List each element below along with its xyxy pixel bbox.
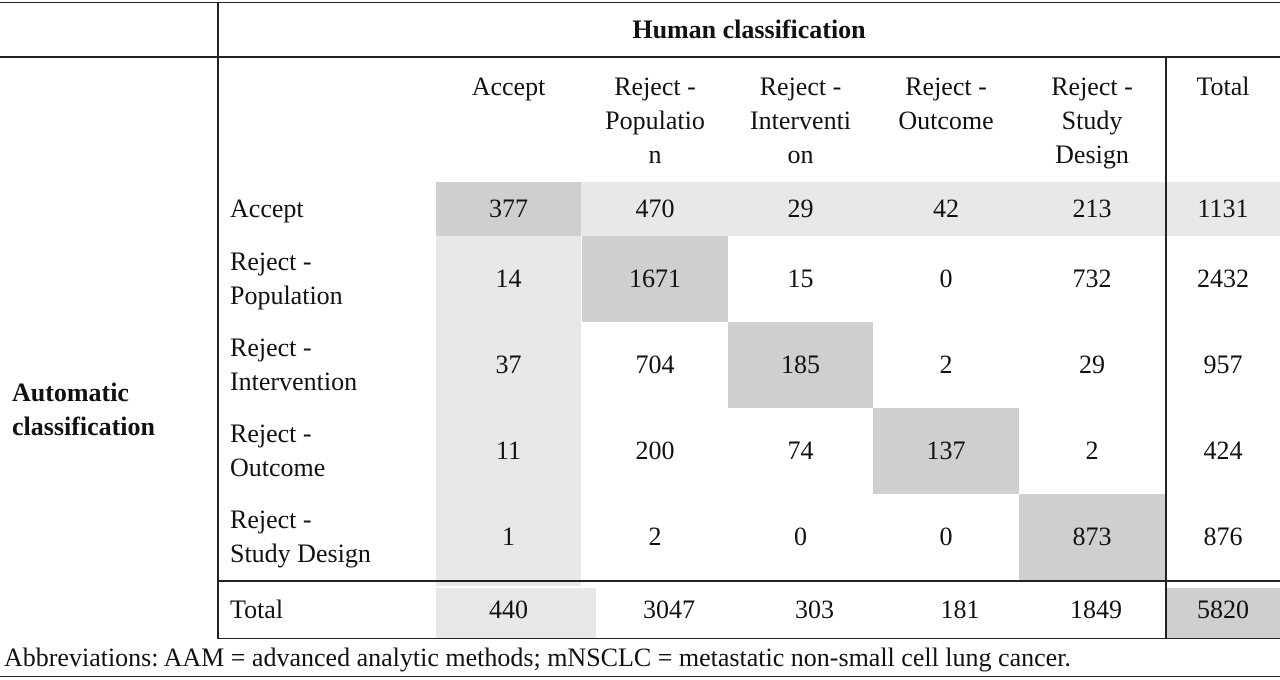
diag-cell-4 <box>873 408 1019 494</box>
table-cell: 957 <box>1203 350 1243 379</box>
diag-cell-5 <box>1019 494 1165 580</box>
col-header-reject-population: Reject - Populatio n <box>605 72 705 169</box>
table-cell: 200 <box>635 436 675 465</box>
table-cell: 11 <box>495 436 522 465</box>
diag-cell-2 <box>582 236 728 322</box>
table-cell: 704 <box>635 350 675 379</box>
table-cell: 2432 <box>1197 264 1249 293</box>
table-cell: 137 <box>926 436 966 465</box>
table-cell: 37 <box>495 350 522 379</box>
footnote-rule <box>0 676 1280 677</box>
table-cell: 876 <box>1203 522 1243 551</box>
col-header-reject-intervention: Reject - Interventi on <box>749 72 852 169</box>
table-cell: 2 <box>1085 436 1099 465</box>
total-cell: 181 <box>940 595 980 624</box>
shade-total-accept <box>436 588 596 638</box>
table-cell: 2 <box>648 522 662 551</box>
total-cell: 3047 <box>643 595 695 624</box>
table-cell: 377 <box>489 194 528 223</box>
table-cell: 2 <box>939 350 953 379</box>
shade-total-col <box>1166 182 1280 236</box>
row-label-reject-outcome: Reject - Outcome <box>230 419 326 482</box>
bottom-rule <box>218 638 1280 639</box>
table-cell: 15 <box>787 264 814 293</box>
table-cell: 213 <box>1072 194 1112 223</box>
row-label-accept: Accept <box>230 194 304 223</box>
table-cell: 0 <box>939 264 953 293</box>
total-cell: 5820 <box>1197 595 1249 624</box>
table-cell: 732 <box>1072 264 1112 293</box>
table-cell: 0 <box>939 522 953 551</box>
top-rule <box>0 2 1280 3</box>
header-rule <box>0 56 1280 58</box>
total-cell: 303 <box>795 595 834 624</box>
table-cell: 185 <box>781 350 820 379</box>
table-cell: 1131 <box>1197 194 1249 223</box>
col-header-accept: Accept <box>471 72 546 101</box>
table-cell: 873 <box>1072 522 1112 551</box>
automatic-classification-header: Automatic classification <box>12 378 155 441</box>
col-header-total: Total <box>1196 72 1250 101</box>
table-cell: 29 <box>787 194 814 223</box>
table-cell: 29 <box>1079 350 1105 379</box>
total-rule <box>218 580 1280 582</box>
table-cell: 1671 <box>629 264 681 293</box>
table-cell: 0 <box>794 522 807 551</box>
table-cell: 470 <box>635 194 675 223</box>
col-header-reject-outcome: Reject - Outcome <box>898 72 994 135</box>
diag-cell-3 <box>728 322 873 408</box>
table-cell: 1 <box>502 522 515 551</box>
row-label-reject-intervention: Reject - Intervention <box>230 333 358 396</box>
total-divider <box>1165 58 1167 639</box>
left-divider <box>217 2 219 639</box>
row-label-reject-population: Reject - Population <box>230 247 343 310</box>
table-cell: 14 <box>495 264 522 293</box>
col-header-reject-study-design: Reject - Study Design <box>1051 72 1133 169</box>
row-label-total: Total <box>230 595 284 624</box>
human-classification-header: Human classification <box>632 15 866 44</box>
shade-accept-col <box>436 236 581 586</box>
table-cell: 424 <box>1203 436 1243 465</box>
footnote: Abbreviations: AAM = advanced analytic m… <box>4 643 1071 672</box>
diag-cell-1 <box>436 182 581 236</box>
table-cell: 42 <box>933 194 959 223</box>
total-cell: 1849 <box>1070 595 1122 624</box>
table-cell: 74 <box>787 436 814 465</box>
row-label-reject-study-design: Reject - Study Design <box>230 505 371 568</box>
total-cell: 440 <box>489 595 528 624</box>
shade-total-grand <box>1166 588 1280 638</box>
